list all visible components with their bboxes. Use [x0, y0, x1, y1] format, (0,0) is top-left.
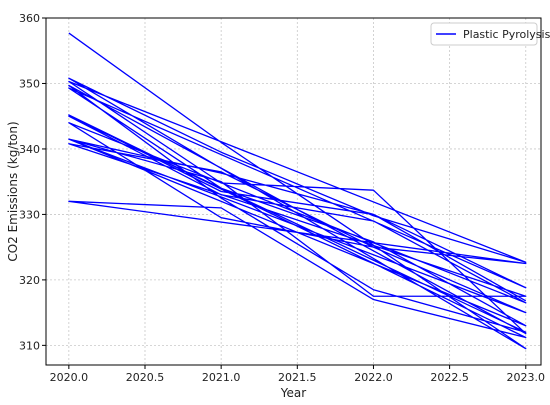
y-tick-label: 360	[19, 12, 40, 25]
x-tick-label: 2021.0	[202, 371, 241, 384]
axis-ticks: 2020.0 2020.5 2021.0 2021.5 2022.0 2022.5 2023…	[19, 12, 545, 384]
legend: Plastic Pyrolysis	[430, 22, 550, 46]
x-axis-title: Year	[280, 386, 306, 400]
series-lines	[68, 32, 527, 350]
y-tick-label: 350	[19, 77, 40, 90]
x-tick-label: 2022.0	[354, 371, 393, 384]
x-tick-label: 2020.0	[50, 371, 89, 384]
x-tick-label: 2022.5	[430, 371, 469, 384]
x-tick-label: 2021.5	[278, 371, 317, 384]
y-axis-title: CO2 Emissions (kg/ton)	[6, 121, 20, 261]
plot-area-frame	[45, 17, 542, 366]
legend-box	[430, 22, 538, 46]
y-tick-label: 340	[19, 143, 40, 156]
x-tick-label: 2023.0	[507, 371, 546, 384]
series-line-plastic-pyrolysis	[68, 32, 527, 350]
y-tick-label: 320	[19, 274, 40, 287]
y-tick-label: 310	[19, 339, 40, 352]
legend-label: Plastic Pyrolysis	[463, 28, 550, 41]
x-tick-label: 2020.5	[126, 371, 165, 384]
y-tick-label: 330	[19, 208, 40, 221]
